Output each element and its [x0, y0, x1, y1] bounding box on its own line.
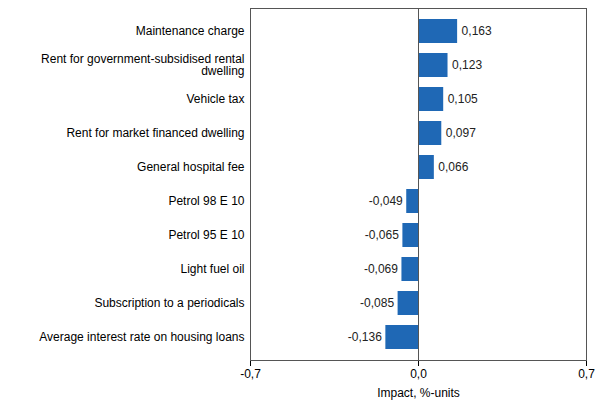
svg-text:Average interest rate on housi: Average interest rate on housing loans: [39, 330, 244, 344]
svg-text:-0,7: -0,7: [240, 367, 261, 381]
svg-text:-0,136: -0,136: [348, 330, 382, 344]
svg-text:-0,049: -0,049: [369, 194, 403, 208]
svg-text:0,123: 0,123: [452, 58, 482, 72]
svg-text:0,7: 0,7: [578, 367, 595, 381]
svg-text:0,0: 0,0: [410, 367, 427, 381]
svg-text:General hospital fee: General hospital fee: [137, 160, 245, 174]
svg-text:Maintenance charge: Maintenance charge: [136, 24, 245, 38]
svg-text:Petrol 98 E 10: Petrol 98 E 10: [168, 194, 244, 208]
svg-text:Rent for market financed dwell: Rent for market financed dwelling: [66, 126, 244, 140]
svg-text:Subscription to a periodicals: Subscription to a periodicals: [94, 296, 244, 310]
svg-text:Light fuel oil: Light fuel oil: [180, 262, 244, 276]
svg-text:-0,065: -0,065: [365, 228, 399, 242]
svg-text:0,097: 0,097: [446, 126, 476, 140]
svg-text:-0,085: -0,085: [360, 296, 394, 310]
svg-text:0,105: 0,105: [448, 92, 478, 106]
svg-text:Vehicle tax: Vehicle tax: [186, 92, 244, 106]
svg-text:Petrol 95 E 10: Petrol 95 E 10: [168, 228, 244, 242]
svg-text:Rent for government-subsidised: Rent for government-subsidised rentaldwe…: [41, 52, 244, 78]
svg-text:0,066: 0,066: [438, 160, 468, 174]
svg-text:Impact, %-units: Impact, %-units: [377, 386, 460, 400]
svg-text:0,163: 0,163: [462, 24, 492, 38]
svg-text:-0,069: -0,069: [364, 262, 398, 276]
